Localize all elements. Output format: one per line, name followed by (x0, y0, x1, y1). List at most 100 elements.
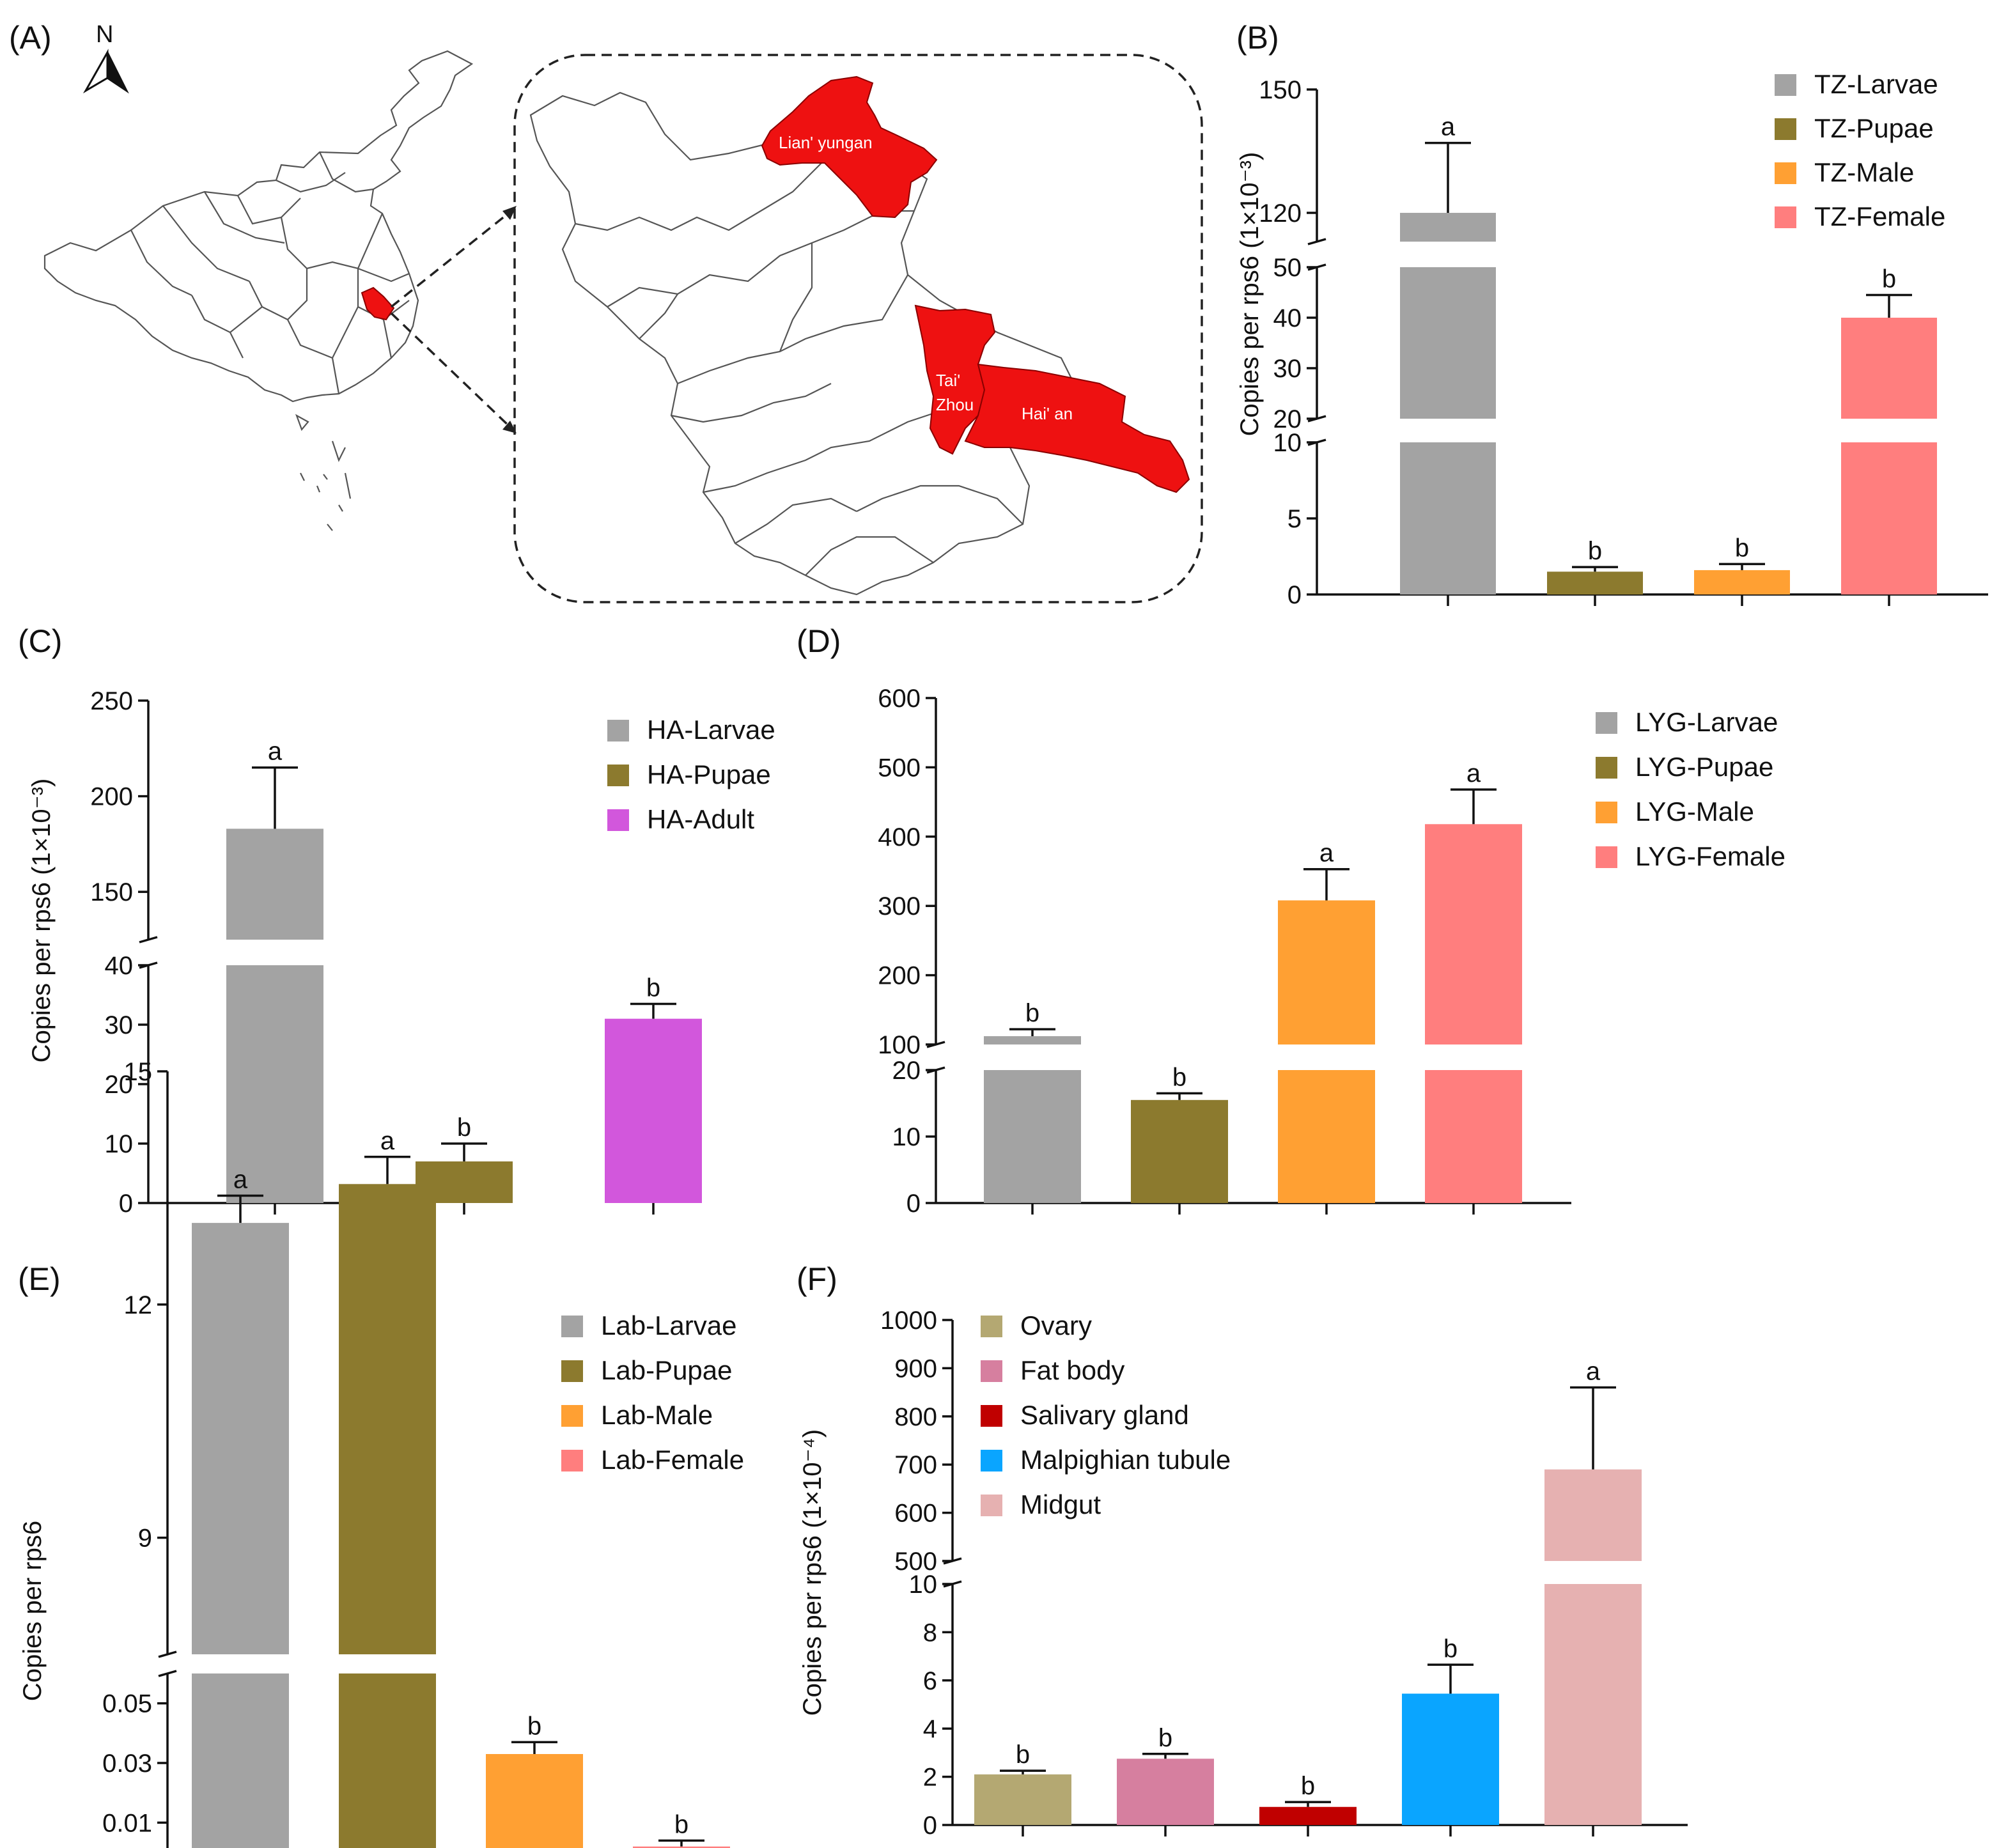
chart-f-bar (1402, 1693, 1499, 1825)
lianyungang-region (761, 75, 938, 219)
chart-d-significance-label: b (1172, 1063, 1186, 1091)
chart-e-y-tick-label: 0.05 (102, 1690, 152, 1718)
panel-f-label: (F) (797, 1261, 837, 1297)
chart-f-legend-swatch (981, 1316, 1002, 1337)
chart-f-bar (974, 1774, 1071, 1825)
chart-b-significance-label: a (1441, 113, 1456, 141)
jiangsu-map: Lian' yungan Tai' Zhou Hai' an (529, 75, 1190, 596)
chart-d-bar (984, 1070, 1081, 1203)
chart-c-y-tick-label: 0 (119, 1190, 133, 1218)
chart-c-y-tick-label: 40 (105, 952, 134, 980)
chart-d-axis-break-mark (926, 1066, 945, 1074)
chart-f-bar (1544, 1584, 1642, 1825)
chart-b-bar (1547, 571, 1643, 594)
chart-c-axis-break-mark (139, 961, 158, 969)
chart-c-y-tick-label: 30 (105, 1011, 134, 1039)
chart-e-legend-label: Lab-Pupae (601, 1355, 733, 1385)
chart-b-y-tick-label: 5 (1287, 505, 1302, 533)
chart-d-bar (1278, 900, 1375, 1044)
chart-c-y-axis-label: Copies per rps6 (1×10⁻³) (27, 779, 56, 1063)
chart-f-legend-label: Salivary gland (1020, 1400, 1189, 1430)
chart-b-significance-label: b (1882, 265, 1896, 293)
chart-e-legend-label: Lab-Larvae (601, 1310, 736, 1340)
chart-e-bar (192, 1673, 289, 1848)
chart-b-significance-label: b (1735, 534, 1749, 562)
chart-f-significance-label: b (1301, 1772, 1315, 1800)
chart-d-legend-swatch (1596, 802, 1617, 823)
chart-b-y-axis-label: Copies per rps6 (1×10⁻³) (1236, 152, 1264, 437)
chart-b-bar (1694, 570, 1790, 594)
chart-b-legend-label: TZ-Male (1814, 157, 1914, 187)
chart-c-significance-label: b (646, 974, 660, 1002)
chart-b-axis-break-mark (1307, 415, 1326, 423)
chart-e-legend-label: Lab-Female (601, 1445, 744, 1475)
chart-f-bar (1117, 1759, 1214, 1825)
chart-c-legend-label: HA-Larvae (647, 715, 775, 745)
chart-c-legend-swatch (607, 765, 629, 786)
chart-b-legend-swatch (1775, 206, 1796, 228)
chart-d-y-tick-label: 400 (878, 823, 921, 851)
chart-d-legend-label: LYG-Pupae (1635, 752, 1773, 782)
chart-d-axis-break-mark (926, 1041, 945, 1048)
chart-d-legend-swatch (1596, 712, 1617, 734)
chart-f-axis-break-mark (943, 1580, 962, 1588)
chart-c-y-tick-label: 200 (90, 783, 133, 811)
chart-f-y-tick-label: 500 (894, 1548, 937, 1576)
chart-c-significance-label: a (268, 738, 283, 766)
chart-c-legend-swatch (607, 809, 629, 831)
chart-e-y-tick-label: 9 (138, 1525, 152, 1553)
panel-d-label: (D) (797, 623, 841, 659)
chart-c: 0 10 20 30 40 150 200 250 a b b Copies per rps6 (1×… (27, 687, 775, 1218)
chart-d-y-tick-label: 500 (878, 754, 921, 782)
jiangsu-highlight (361, 286, 395, 321)
chart-c-legend-swatch (607, 720, 629, 742)
chart-e-axis-break-mark (158, 1650, 177, 1658)
city-label-taizhou-2: Zhou (936, 395, 974, 414)
chart-d-significance-label: b (1025, 999, 1039, 1027)
chart-b-y-tick-label: 150 (1259, 76, 1302, 104)
panel-a-label: (A) (9, 20, 52, 56)
compass-label: N (96, 21, 113, 48)
chart-f-y-tick-label: 0 (923, 1812, 937, 1840)
chart-d-y-tick-label: 0 (906, 1190, 921, 1218)
chart-f-legend-label: Ovary (1020, 1310, 1092, 1340)
chart-f-y-axis-label: Copies per rps6 (1×10⁻⁴) (798, 1429, 827, 1716)
chart-e-y-tick-label: 0.03 (102, 1750, 152, 1778)
chart-e-significance-label: a (233, 1166, 248, 1194)
chart-e-bar (192, 1223, 289, 1654)
chart-e-bar (633, 1846, 730, 1848)
north-arrow-icon: N (82, 21, 129, 94)
chart-f-legend-swatch (981, 1450, 1002, 1471)
chart-b-legend-label: TZ-Larvae (1814, 69, 1938, 99)
chart-c-significance-label: b (457, 1114, 471, 1142)
chart-c-bar (226, 828, 323, 940)
chart-f-y-tick-label: 1000 (880, 1307, 937, 1335)
chart-b-axis-break-mark (1307, 238, 1326, 245)
chart-c-legend-label: HA-Adult (647, 804, 754, 834)
chart-f-legend-swatch (981, 1360, 1002, 1382)
chart-b-legend-swatch (1775, 118, 1796, 140)
chart-c-axis-break-mark (139, 936, 158, 943)
chart-b-y-tick-label: 10 (1273, 429, 1302, 457)
chart-b-legend-label: TZ-Pupae (1814, 113, 1934, 143)
chart-e-legend-swatch (561, 1450, 583, 1471)
chart-b-y-tick-label: 40 (1273, 304, 1302, 332)
panel-a-map: (A) N (9, 20, 1203, 603)
chart-d-bar (1425, 824, 1522, 1044)
chart-b-y-tick-label: 0 (1287, 581, 1302, 609)
city-label-taizhou-1: Tai' (936, 371, 960, 390)
chart-f-y-tick-label: 8 (923, 1619, 937, 1647)
chart-d-bar (1425, 1070, 1522, 1203)
chart-f-y-tick-label: 10 (909, 1571, 938, 1599)
panel-c-label: (C) (18, 623, 62, 659)
chart-d-y-tick-label: 20 (892, 1057, 921, 1085)
chart-b-bar (1400, 267, 1496, 419)
chart-c-bar (226, 965, 323, 1203)
chart-f-significance-label: a (1586, 1358, 1601, 1386)
chart-e-axis-break-mark (158, 1670, 177, 1677)
chart-b-legend-label: TZ-Female (1814, 201, 1945, 231)
chart-e-legend-swatch (561, 1405, 583, 1427)
chart-f-legend-label: Fat body (1020, 1355, 1124, 1385)
